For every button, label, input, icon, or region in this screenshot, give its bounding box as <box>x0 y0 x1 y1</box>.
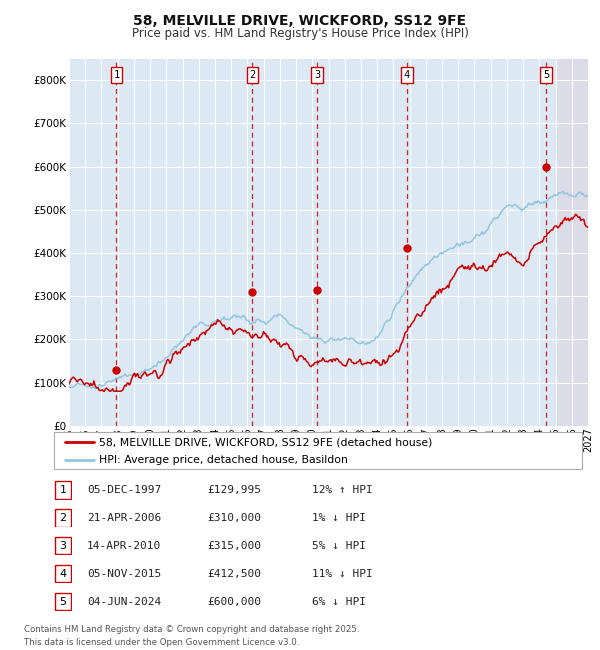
Text: 1: 1 <box>59 485 67 495</box>
Bar <box>556 58 588 426</box>
Text: 5: 5 <box>59 597 67 606</box>
Text: 5% ↓ HPI: 5% ↓ HPI <box>312 541 366 551</box>
Text: 14-APR-2010: 14-APR-2010 <box>87 541 161 551</box>
Text: 4: 4 <box>404 70 410 80</box>
Text: 05-NOV-2015: 05-NOV-2015 <box>87 569 161 578</box>
Text: 1: 1 <box>113 70 119 80</box>
Text: 3: 3 <box>314 70 320 80</box>
Text: £129,995: £129,995 <box>207 485 261 495</box>
Text: £315,000: £315,000 <box>207 541 261 551</box>
Text: 3: 3 <box>59 541 67 551</box>
Text: Price paid vs. HM Land Registry's House Price Index (HPI): Price paid vs. HM Land Registry's House … <box>131 27 469 40</box>
Text: 12% ↑ HPI: 12% ↑ HPI <box>312 485 373 495</box>
Text: £600,000: £600,000 <box>207 597 261 606</box>
Bar <box>69 58 556 426</box>
Text: 5: 5 <box>543 70 549 80</box>
Text: 58, MELVILLE DRIVE, WICKFORD, SS12 9FE: 58, MELVILLE DRIVE, WICKFORD, SS12 9FE <box>133 14 467 29</box>
Text: 2: 2 <box>249 70 256 80</box>
Text: 11% ↓ HPI: 11% ↓ HPI <box>312 569 373 578</box>
Text: 6% ↓ HPI: 6% ↓ HPI <box>312 597 366 606</box>
Text: 1% ↓ HPI: 1% ↓ HPI <box>312 513 366 523</box>
Text: 21-APR-2006: 21-APR-2006 <box>87 513 161 523</box>
Text: 04-JUN-2024: 04-JUN-2024 <box>87 597 161 606</box>
Text: £310,000: £310,000 <box>207 513 261 523</box>
Text: 4: 4 <box>59 569 67 578</box>
Text: HPI: Average price, detached house, Basildon: HPI: Average price, detached house, Basi… <box>99 455 348 465</box>
Text: 58, MELVILLE DRIVE, WICKFORD, SS12 9FE (detached house): 58, MELVILLE DRIVE, WICKFORD, SS12 9FE (… <box>99 437 432 447</box>
Text: £412,500: £412,500 <box>207 569 261 578</box>
Text: 05-DEC-1997: 05-DEC-1997 <box>87 485 161 495</box>
Text: 2: 2 <box>59 513 67 523</box>
Text: Contains HM Land Registry data © Crown copyright and database right 2025.
This d: Contains HM Land Registry data © Crown c… <box>24 625 359 647</box>
